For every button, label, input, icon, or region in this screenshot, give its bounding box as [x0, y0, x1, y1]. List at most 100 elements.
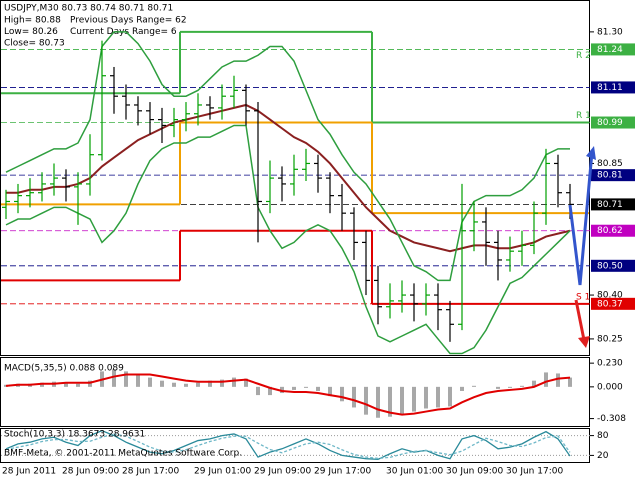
price-box-label: 80.62 [597, 226, 623, 236]
price-box-label: 80.81 [597, 171, 623, 181]
level-tag: R 2 [576, 51, 591, 61]
macd-bar [460, 386, 464, 391]
price-box-label: 80.50 [597, 261, 623, 271]
macd-bar [376, 386, 380, 418]
price-box [591, 116, 635, 129]
price-box [591, 81, 635, 94]
y-tick-label: 81.30 [597, 27, 623, 37]
price-box [591, 198, 635, 211]
macd-bar [532, 380, 536, 387]
macd-bar [172, 382, 176, 387]
macd-panel [0, 357, 590, 427]
signal-arrows [568, 146, 596, 348]
indicator-line [6, 103, 571, 253]
macd-bar [244, 378, 248, 387]
macd-bar [544, 372, 548, 387]
macd-bar [496, 386, 500, 389]
stoch-panel [0, 428, 590, 463]
macd-signal [5, 373, 571, 416]
macd-bar [508, 386, 512, 388]
y-tick-label: 0.000 [597, 382, 623, 392]
macd-bar [232, 377, 236, 387]
price-box [591, 297, 635, 310]
price-box-label: 80.37 [597, 299, 623, 309]
macd-bar [160, 380, 164, 387]
macd-bar [256, 386, 260, 396]
stoch-line [5, 429, 571, 461]
macd-bar [76, 383, 80, 387]
x-tick-label: 28 Jun 2011 [2, 467, 56, 477]
macd-bar [568, 377, 572, 387]
y-tick-label: 20 [597, 451, 609, 461]
arrowhead [586, 146, 596, 160]
price-box-label: 81.11 [597, 83, 623, 93]
x-tick-label: 30 Jun 01:00 [386, 467, 443, 477]
macd-bar [556, 373, 560, 387]
macd-bar [220, 379, 224, 387]
blue-arrow [568, 151, 594, 286]
macd-bar [448, 386, 452, 407]
macd-bar [304, 386, 308, 388]
x-tick-label: 29 Jun 01:00 [194, 467, 251, 477]
y-tick-label: 80.25 [597, 334, 623, 344]
x-tick-label: 28 Jun 09:00 [62, 467, 119, 477]
panel-title: MACD(5,35,5) 0.088 0.089 [4, 364, 124, 374]
macd-bar [124, 371, 128, 387]
macd-bar [88, 380, 92, 387]
y-tick-label: 80 [597, 431, 609, 441]
price-box [591, 224, 635, 237]
x-tick-label: 28 Jun 17:00 [122, 467, 179, 477]
macd-bar [388, 386, 392, 417]
macd-bar [196, 382, 200, 387]
indicator-line [5, 31, 570, 282]
indicator-line [5, 124, 571, 355]
info-text: Close= 80.73 [4, 39, 65, 49]
red-arrow [574, 299, 586, 341]
info-text: Low= 80.26 [4, 27, 58, 37]
copyright: BMF-Meta, © 2001-2011 MetaQuotes Softwar… [4, 449, 242, 459]
macd-bar [424, 386, 428, 409]
price-box [591, 43, 635, 56]
arrowhead [578, 336, 590, 348]
price-box-label: 81.24 [597, 45, 623, 55]
info-text: Previous Days Range= 62 [70, 16, 187, 26]
macd-bar [340, 386, 344, 402]
macd-bar [364, 386, 368, 415]
info-text: High= 80.88 [4, 16, 61, 26]
macd-bar [40, 382, 44, 387]
y-tick-label: 80.85 [597, 159, 623, 169]
panel-title: Stoch(10,3,3) 18.3673 28.9631 [4, 430, 145, 440]
macd-bar [520, 385, 524, 387]
price-box [591, 169, 635, 182]
y-tick-label: 0.230 [597, 359, 623, 369]
macd-bar [148, 377, 152, 387]
macd-bar [436, 386, 440, 408]
macd-bar [328, 386, 332, 397]
x-tick-label: 30 Jun 09:00 [446, 467, 503, 477]
macd-bar [316, 386, 320, 391]
macd-bar [184, 383, 188, 387]
macd-bar [136, 374, 140, 387]
price-box-label: 80.71 [597, 200, 623, 210]
y-tick-label: -0.308 [597, 414, 626, 424]
macd-bar [400, 386, 404, 414]
macd-bar [412, 386, 416, 412]
y-tick-label: 80.40 [597, 291, 623, 301]
macd-bar [472, 385, 476, 387]
price-box-label: 80.99 [597, 118, 623, 128]
macd-bar [64, 382, 68, 387]
macd-bar [268, 386, 272, 396]
macd-bar [352, 386, 356, 408]
x-tick-label: 29 Jun 09:00 [254, 467, 311, 477]
macd-bar [208, 380, 212, 387]
pivot-name: R 1 [576, 111, 591, 121]
stoch-line [5, 433, 571, 460]
price-box [591, 259, 635, 272]
x-tick-label: 29 Jun 17:00 [314, 467, 371, 477]
macd-bar [112, 369, 116, 387]
macd-bar [292, 386, 296, 390]
chart-title: USDJPY,M30 80.73 80.74 80.71 80.71 [4, 4, 173, 14]
